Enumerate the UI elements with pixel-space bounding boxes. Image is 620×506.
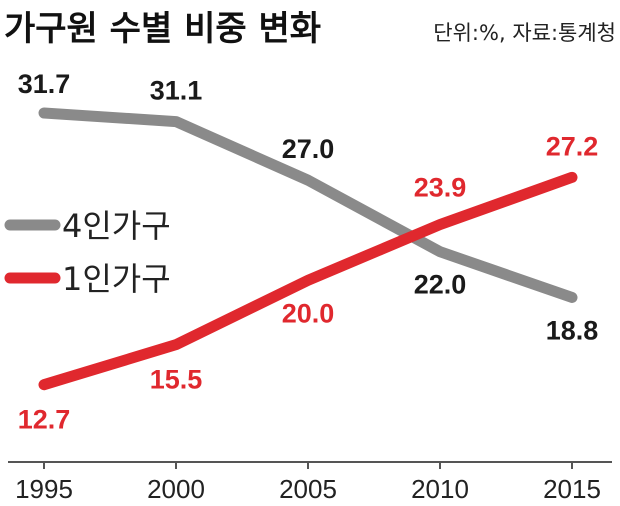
data-label: 31.1 (150, 76, 203, 106)
series-line-4-person (38, 107, 578, 303)
data-label: 20.0 (282, 298, 335, 328)
data-label: 31.7 (18, 69, 71, 99)
x-tick-label: 2015 (543, 474, 601, 504)
x-tick-label: 1995 (15, 474, 73, 504)
data-label: 23.9 (414, 173, 467, 203)
chart-subtitle: 단위:%, 자료:통계청 (433, 21, 616, 45)
data-label: 22.0 (414, 270, 467, 300)
series-group (38, 107, 578, 391)
series-line-1-person (38, 171, 578, 391)
data-label: 15.5 (150, 365, 203, 395)
data-labels: 31.7 31.1 27.0 22.0 18.8 12.7 15.5 20.0 23.9 27.2 (18, 69, 599, 435)
data-label: 27.2 (546, 131, 599, 161)
legend-label-4-person: 4인가구 (62, 207, 171, 245)
x-tick-label: 2000 (147, 474, 205, 504)
data-label: 12.7 (18, 405, 71, 435)
x-tick-label: 2010 (411, 474, 469, 504)
legend: 4인가구 1인가구 (4, 207, 171, 298)
chart-title: 가구원 수별 비중 변화 (4, 9, 321, 49)
x-axis-ticks: 1995 2000 2005 2010 2015 (15, 462, 601, 504)
x-tick-label: 2005 (279, 474, 337, 504)
legend-label-1-person: 1인가구 (62, 260, 171, 298)
data-label: 27.0 (282, 134, 335, 164)
data-label: 18.8 (546, 315, 599, 345)
